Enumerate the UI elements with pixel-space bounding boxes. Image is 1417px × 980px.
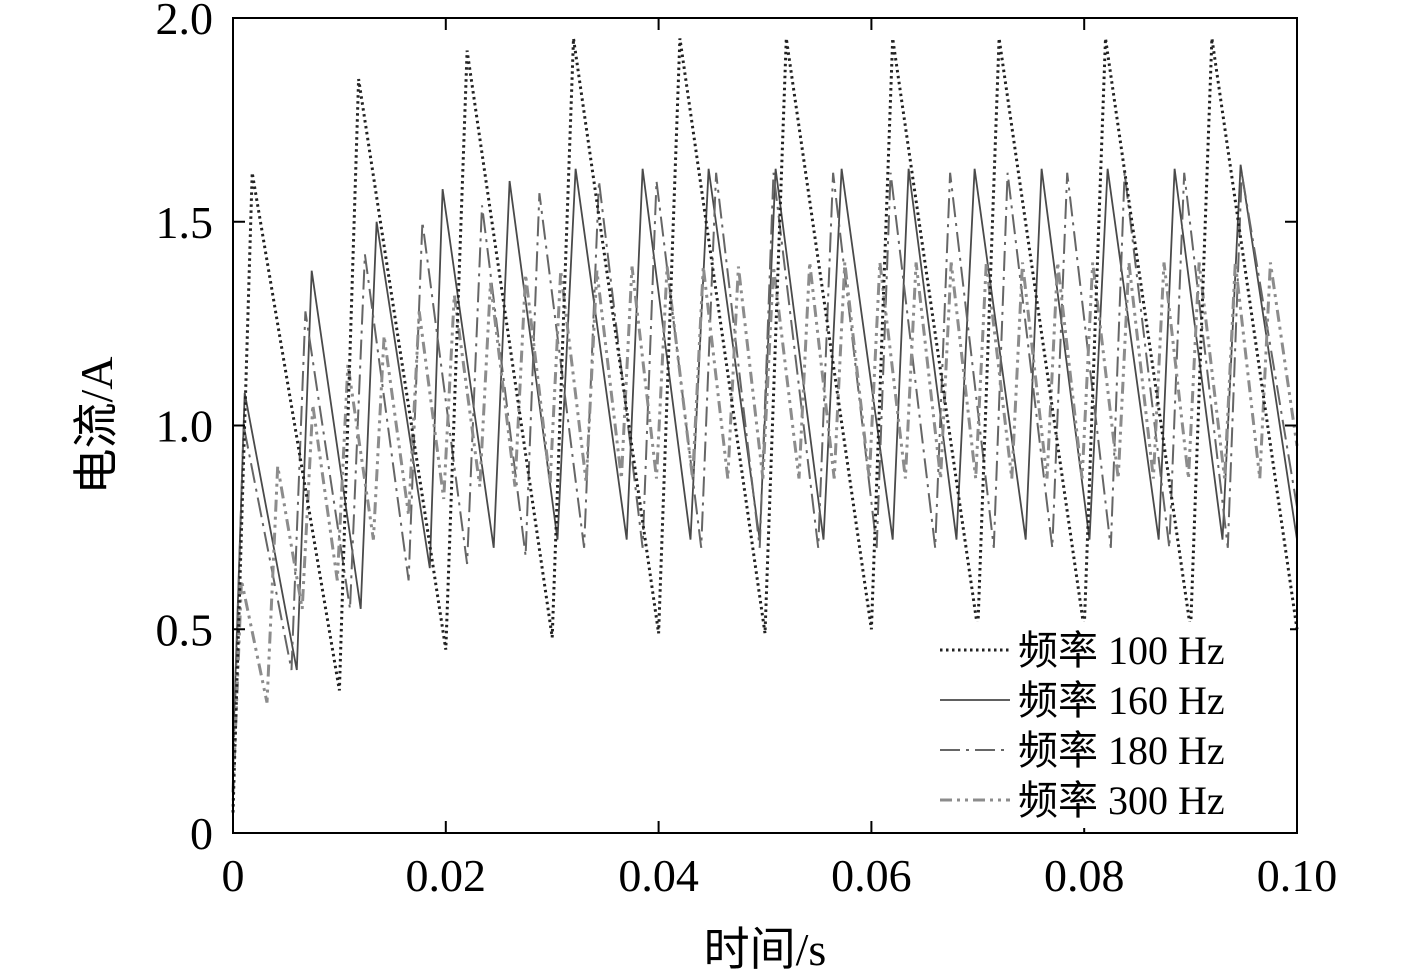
series-layer <box>231 38 1299 813</box>
legend-label-2: 频率 160 Hz <box>1018 678 1225 723</box>
x-axis-title: 时间/s <box>704 924 827 975</box>
series-line-3 <box>232 172 1298 772</box>
x-tick-label: 0 <box>222 850 245 901</box>
x-tick-label: 0.06 <box>831 850 912 901</box>
y-tick-label: 0.5 <box>156 604 214 655</box>
ticks-layer: 0 0.02 0.04 0.06 0.08 0.10 0 0.5 1.0 1.5 2.0 <box>156 0 1338 901</box>
x-tick-label: 0.08 <box>1044 850 1125 901</box>
x-tick-label: 0.02 <box>406 850 487 901</box>
y-tick-label: 1.5 <box>156 197 214 248</box>
legend-label-3: 频率 180 Hz <box>1018 728 1225 773</box>
y-axis-title: 电流/A <box>71 357 122 495</box>
x-tick-label: 0.04 <box>618 850 699 901</box>
y-tick-label: 1.0 <box>156 401 214 452</box>
series-line-4 <box>231 262 1299 793</box>
y-tick-label: 0 <box>190 808 213 859</box>
legend-background <box>932 622 1290 828</box>
y-tick-label: 2.0 <box>156 0 214 44</box>
x-tick-label: 0.10 <box>1257 850 1338 901</box>
legend-label-1: 频率 100 Hz <box>1018 628 1225 673</box>
series-line-1 <box>231 38 1299 813</box>
legend-label-4: 频率 300 Hz <box>1018 778 1225 823</box>
legend: 频率 100 Hz 频率 160 Hz 频率 180 Hz 频率 300 Hz <box>932 622 1290 828</box>
